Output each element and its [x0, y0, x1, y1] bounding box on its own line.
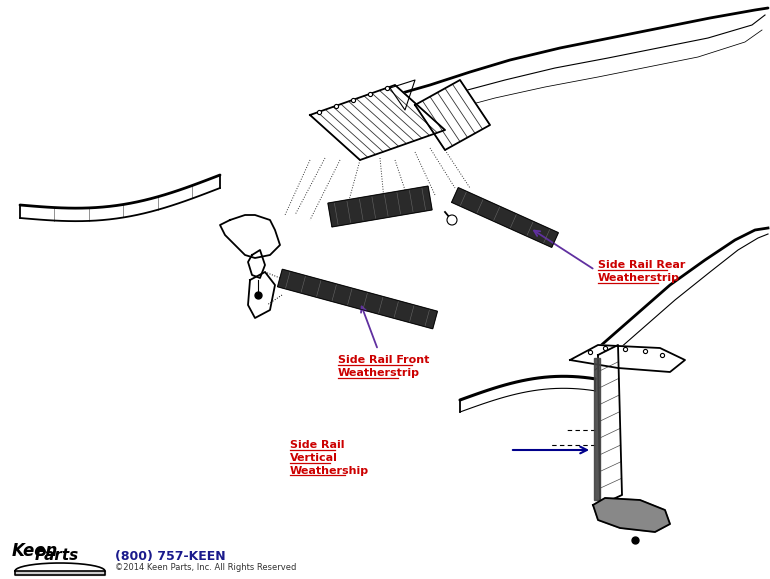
Text: Weatherstrip: Weatherstrip [338, 368, 420, 378]
Polygon shape [593, 498, 670, 532]
Polygon shape [310, 85, 445, 160]
Polygon shape [598, 345, 622, 505]
Polygon shape [328, 186, 432, 227]
Polygon shape [278, 269, 437, 329]
Text: Parts: Parts [35, 548, 79, 563]
Text: Side Rail Rear: Side Rail Rear [598, 260, 685, 270]
Polygon shape [415, 80, 490, 150]
Text: ©2014 Keen Parts, Inc. All Rights Reserved: ©2014 Keen Parts, Inc. All Rights Reserv… [115, 563, 296, 572]
Polygon shape [452, 188, 558, 247]
Text: (800) 757-KEEN: (800) 757-KEEN [115, 550, 226, 563]
Polygon shape [248, 250, 265, 278]
Polygon shape [594, 358, 600, 500]
Text: Side Rail Front: Side Rail Front [338, 355, 430, 365]
Polygon shape [220, 215, 280, 258]
Text: Vertical: Vertical [290, 453, 338, 463]
Polygon shape [248, 272, 275, 318]
Polygon shape [15, 571, 105, 575]
Text: Weathership: Weathership [290, 466, 369, 475]
Text: Weatherstrip: Weatherstrip [598, 273, 680, 283]
Text: Side Rail: Side Rail [290, 440, 344, 450]
Polygon shape [570, 345, 685, 372]
Text: Keen: Keen [12, 542, 59, 560]
Circle shape [447, 215, 457, 225]
